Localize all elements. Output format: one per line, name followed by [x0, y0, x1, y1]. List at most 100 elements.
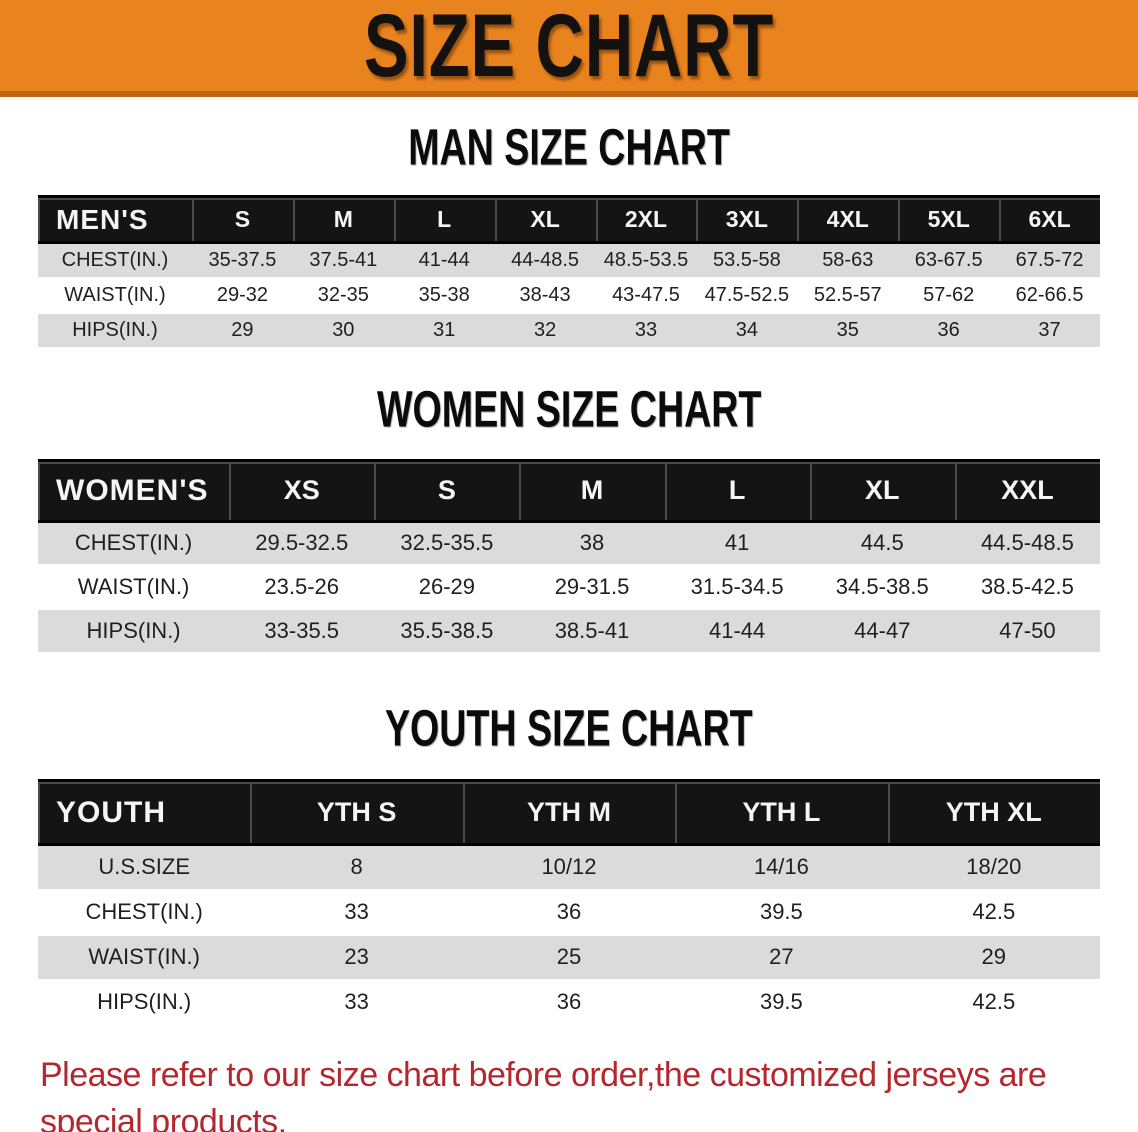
men-row-1-value-7: 57-62 [898, 277, 1000, 314]
youth-row-3-value-1: 36 [462, 979, 676, 1026]
women-row-0-value-3: 41 [664, 520, 810, 566]
youth-row-1-value-0: 33 [250, 889, 463, 936]
women-size-table: WOMEN'S XS S M L XL XXL CHEST(IN.) 29.5-32.5 32.5… [38, 458, 1100, 654]
men-column-header-4: 2XL [595, 195, 697, 244]
men-row-2-label: HIPS(IN.) [38, 312, 192, 349]
youth-row-2: WAIST(IN.) 23 25 27 29 [38, 934, 1100, 981]
men-column-header-5: 3XL [696, 195, 798, 244]
youth-row-0-value-3: 18/20 [887, 844, 1100, 891]
youth-row-1-value-1: 36 [462, 889, 676, 936]
youth-row-0-value-0: 8 [250, 844, 463, 891]
footer-note-line-1: Please refer to our size chart before or… [40, 1055, 1047, 1132]
women-column-header-5: XXL [954, 458, 1100, 523]
men-row-2-value-5: 34 [696, 312, 798, 349]
men-row-2-value-2: 31 [393, 312, 495, 349]
youth-row-3-value-2: 39.5 [675, 979, 888, 1026]
women-row-2-value-4: 44-47 [809, 608, 955, 654]
women-row-0-label: CHEST(IN.) [38, 520, 230, 566]
youth-row-2-label: WAIST(IN.) [38, 934, 251, 981]
men-header-row: MEN'S S M L XL 2XL 3XL 4XL 5XL 6XL [38, 195, 1100, 244]
women-column-header-4: XL [809, 458, 955, 523]
youth-section-heading-text: YOUTH SIZE CHART [385, 698, 753, 757]
youth-row-1-label: CHEST(IN.) [38, 889, 251, 936]
youth-section-heading: YOUTH SIZE CHART [0, 698, 1138, 757]
men-row-1-label: WAIST(IN.) [38, 277, 192, 314]
men-row-1-value-5: 47.5-52.5 [696, 277, 798, 314]
youth-row-3-label: HIPS(IN.) [38, 979, 251, 1026]
men-row-2-value-3: 32 [494, 312, 596, 349]
men-column-header-0: S [191, 195, 293, 244]
women-row-1-value-3: 31.5-34.5 [664, 564, 810, 610]
women-corner-label: WOMEN'S [38, 458, 230, 523]
banner: SIZE CHART [0, 0, 1138, 97]
men-row-0-value-0: 35-37.5 [191, 242, 293, 279]
men-column-header-8: 6XL [999, 195, 1100, 244]
banner-title: SIZE CHART [363, 0, 775, 96]
youth-row-3: HIPS(IN.) 33 36 39.5 42.5 [38, 979, 1100, 1026]
men-row-0-value-5: 53.5-58 [696, 242, 798, 279]
youth-row-3-value-0: 33 [250, 979, 463, 1026]
women-column-header-3: L [664, 458, 810, 523]
men-row-0-value-2: 41-44 [393, 242, 495, 279]
men-row-0-value-8: 67.5-72 [999, 242, 1100, 279]
men-section-heading-text: MAN SIZE CHART [408, 117, 730, 176]
men-row-2: HIPS(IN.) 29 30 31 32 33 34 35 36 37 [38, 312, 1100, 349]
women-row-2-value-2: 38.5-41 [519, 608, 665, 654]
men-row-2-value-7: 36 [898, 312, 1000, 349]
men-corner-label: MEN'S [38, 195, 192, 244]
men-row-0-value-4: 48.5-53.5 [595, 242, 697, 279]
youth-header-row: YOUTH YTH S YTH M YTH L YTH XL [38, 779, 1100, 846]
women-row-1-value-0: 23.5-26 [229, 564, 375, 610]
youth-column-header-2: YTH L [675, 779, 888, 846]
men-column-header-1: M [292, 195, 394, 244]
women-row-1-value-5: 38.5-42.5 [954, 564, 1100, 610]
youth-column-header-3: YTH XL [887, 779, 1100, 846]
men-size-table: MEN'S S M L XL 2XL 3XL 4XL 5XL 6XL CHEST(IN.) 35-37… [38, 195, 1100, 349]
men-column-header-2: L [393, 195, 495, 244]
men-row-2-value-8: 37 [999, 312, 1100, 349]
women-row-2-value-5: 47-50 [954, 608, 1100, 654]
women-row-0: CHEST(IN.) 29.5-32.5 32.5-35.5 38 41 44.5 44.5… [38, 520, 1100, 566]
youth-row-0: U.S.SIZE 8 10/12 14/16 18/20 [38, 844, 1100, 891]
men-row-0-value-3: 44-48.5 [494, 242, 596, 279]
youth-row-1-value-3: 42.5 [887, 889, 1100, 936]
men-row-1: WAIST(IN.) 29-32 32-35 35-38 38-43 43-47.5 47.… [38, 277, 1100, 314]
youth-row-3-value-3: 42.5 [887, 979, 1100, 1026]
men-column-header-7: 5XL [898, 195, 1000, 244]
women-section-heading-text: WOMEN SIZE CHART [376, 379, 762, 437]
women-row-2-value-0: 33-35.5 [229, 608, 375, 654]
youth-corner-label: YOUTH [38, 779, 251, 846]
youth-row-2-value-3: 29 [887, 934, 1100, 981]
women-row-2-value-1: 35.5-38.5 [374, 608, 520, 654]
youth-row-0-value-1: 10/12 [462, 844, 676, 891]
footer-note: Please refer to our size chart before or… [40, 1052, 1138, 1132]
men-row-1-value-4: 43-47.5 [595, 277, 697, 314]
youth-column-header-0: YTH S [250, 779, 463, 846]
men-row-2-value-0: 29 [191, 312, 293, 349]
men-row-2-value-6: 35 [797, 312, 899, 349]
women-row-0-value-1: 32.5-35.5 [374, 520, 520, 566]
women-column-header-1: S [374, 458, 520, 523]
men-row-1-value-0: 29-32 [191, 277, 293, 314]
women-row-2-value-3: 41-44 [664, 608, 810, 654]
men-row-1-value-8: 62-66.5 [999, 277, 1100, 314]
women-column-header-0: XS [229, 458, 375, 523]
women-row-0-value-0: 29.5-32.5 [229, 520, 375, 566]
women-column-header-2: M [519, 458, 665, 523]
men-row-1-value-2: 35-38 [393, 277, 495, 314]
youth-row-2-value-0: 23 [250, 934, 463, 981]
women-row-1: WAIST(IN.) 23.5-26 26-29 29-31.5 31.5-34.5 34… [38, 564, 1100, 610]
women-row-1-value-1: 26-29 [374, 564, 520, 610]
women-row-1-value-4: 34.5-38.5 [809, 564, 955, 610]
youth-row-2-value-2: 27 [675, 934, 888, 981]
youth-row-0-label: U.S.SIZE [38, 844, 251, 891]
youth-row-2-value-1: 25 [462, 934, 676, 981]
women-row-0-value-5: 44.5-48.5 [954, 520, 1100, 566]
youth-size-table: YOUTH YTH S YTH M YTH L YTH XL U.S.SIZE 8 10/12… [38, 779, 1100, 1026]
women-header-row: WOMEN'S XS S M L XL XXL [38, 458, 1100, 523]
men-row-2-value-1: 30 [292, 312, 394, 349]
men-row-0-value-7: 63-67.5 [898, 242, 1000, 279]
men-row-2-value-4: 33 [595, 312, 697, 349]
men-section-heading: MAN SIZE CHART [0, 117, 1138, 176]
men-row-0-value-1: 37.5-41 [292, 242, 394, 279]
